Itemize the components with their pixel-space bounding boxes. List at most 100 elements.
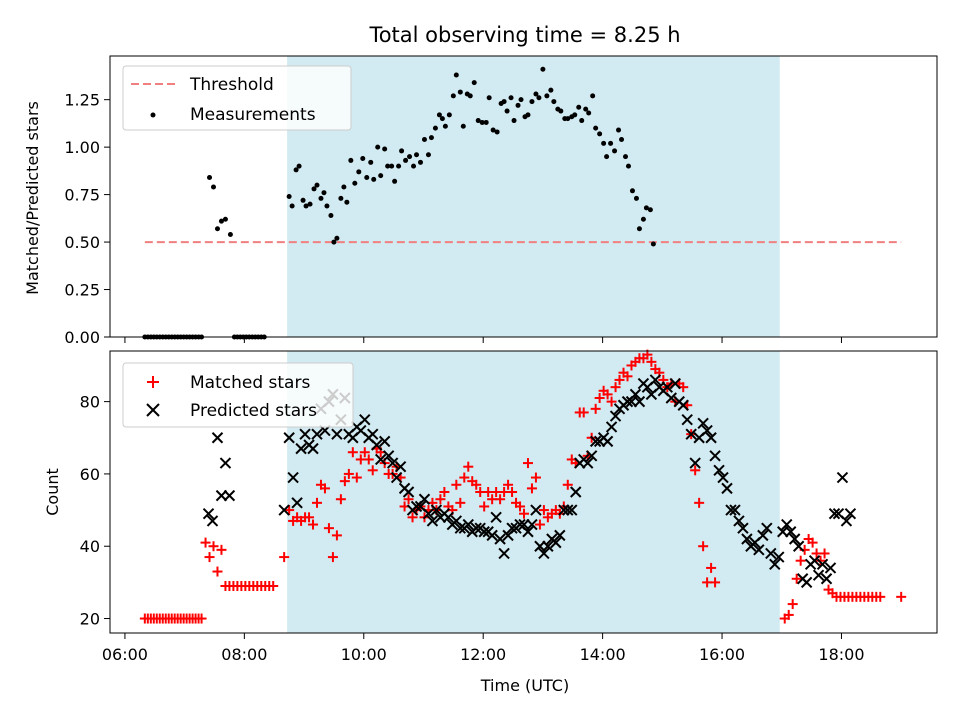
predicted-star-point <box>311 428 323 440</box>
measurement-point <box>453 72 459 78</box>
measurement-point <box>640 216 646 222</box>
measurement-point <box>286 194 292 199</box>
predicted-star-point <box>725 504 737 516</box>
top-y-tick-label: 0.50 <box>64 233 100 252</box>
top-y-tick-label: 0.00 <box>64 328 100 347</box>
matched-star-point <box>304 512 315 523</box>
x-axis-label: Time (UTC) <box>480 676 569 695</box>
matched-star-point <box>279 552 290 563</box>
measurements-points <box>142 66 656 340</box>
measurement-point <box>475 118 481 124</box>
measurement-point <box>442 123 448 129</box>
predicted-star-point <box>402 486 415 498</box>
matched-star-point <box>875 591 886 602</box>
measurement-point <box>525 112 531 118</box>
matched-star-point <box>646 356 657 367</box>
measurement-point <box>207 175 213 181</box>
predicted-star-point <box>836 471 849 484</box>
predicted-star-point <box>589 435 602 448</box>
matched-star-point <box>538 505 549 516</box>
measurement-point <box>643 205 649 211</box>
predicted-star-point <box>609 410 622 422</box>
measurement-point <box>486 95 492 101</box>
predicted-star-point <box>701 424 713 437</box>
predicted-star-point <box>721 482 733 495</box>
measurement-point <box>604 154 610 160</box>
predicted-star-point <box>394 460 407 473</box>
predicted-star-point <box>669 377 681 390</box>
predicted-star-point <box>526 518 538 531</box>
measurement-point <box>597 131 603 137</box>
measurements-legend-swatch <box>150 112 156 118</box>
matched-star-point <box>451 479 462 490</box>
measurement-point <box>608 140 614 146</box>
matched-star-point <box>455 497 466 508</box>
predicted-star-point <box>769 558 781 571</box>
measurement-point <box>311 186 317 192</box>
matched-stars-legend-swatch <box>147 376 159 388</box>
matched-star-point <box>791 573 802 584</box>
measurement-point <box>385 163 391 169</box>
predicted-star-point <box>202 507 215 520</box>
measurement-point <box>428 135 434 141</box>
matched-star-point <box>407 512 418 523</box>
matched-star-point <box>339 476 350 487</box>
matched-star-point <box>308 519 319 530</box>
measurement-point <box>331 239 337 245</box>
predicted-star-point <box>820 573 833 585</box>
predicted-star-point <box>697 417 709 430</box>
bottom-y-tick-label: 60 <box>80 465 100 484</box>
measurement-point <box>457 89 463 95</box>
predicted-star-point <box>331 428 343 440</box>
measurement-point <box>446 112 452 118</box>
x-tick-label: 14:00 <box>580 645 626 664</box>
bottom-y-axis-label: Count <box>43 468 62 516</box>
measurement-point <box>210 184 216 190</box>
top-y-tick-label: 1.25 <box>64 91 100 110</box>
predicted-star-point <box>737 522 749 534</box>
predicted-star-point <box>741 533 753 545</box>
predicted-star-point <box>530 504 542 516</box>
matched-star-point <box>819 548 830 559</box>
bottom-observing-window-span <box>287 351 780 633</box>
predicted-star-point <box>299 428 311 440</box>
top-axes-frame <box>109 55 938 338</box>
matched-star-point <box>284 505 295 516</box>
matched-star-point <box>212 566 223 577</box>
predicted-star-point <box>454 522 467 534</box>
measurement-point <box>348 157 354 163</box>
measurement-point <box>214 226 220 232</box>
measurement-point <box>633 195 639 201</box>
measurement-point <box>540 66 546 72</box>
measurement-point <box>321 190 327 196</box>
predicted-star-point <box>785 526 797 538</box>
predicted-star-point <box>661 381 674 393</box>
matched-star-point <box>807 537 818 548</box>
predicted-star-point <box>808 554 821 567</box>
matched-star-point <box>522 458 533 469</box>
predicted-star-point <box>307 442 319 455</box>
predicted-star-point <box>538 547 550 560</box>
matched-star-point <box>503 479 514 490</box>
matched-star-point <box>578 407 589 418</box>
predicted-star-point <box>844 507 857 520</box>
measurements-legend-label: Measurements <box>190 105 316 125</box>
predicted-star-point <box>828 507 841 520</box>
measurement-point <box>344 199 350 205</box>
matched-star-point <box>622 371 633 382</box>
measurement-point <box>356 169 362 175</box>
predicted-star-point <box>494 533 506 545</box>
matched-star-point <box>459 472 470 483</box>
top-legend-box <box>122 65 352 131</box>
predicted-star-point <box>442 511 455 524</box>
predicted-star-point <box>633 395 646 408</box>
predicted-star-point <box>649 374 662 386</box>
matched-star-point <box>515 501 526 512</box>
measurement-point <box>417 159 423 165</box>
matched-star-point <box>363 454 374 465</box>
matched-star-point <box>347 447 358 458</box>
measurement-point <box>508 95 514 101</box>
measurement-point <box>586 110 592 116</box>
predicted-star-point <box>689 457 701 469</box>
